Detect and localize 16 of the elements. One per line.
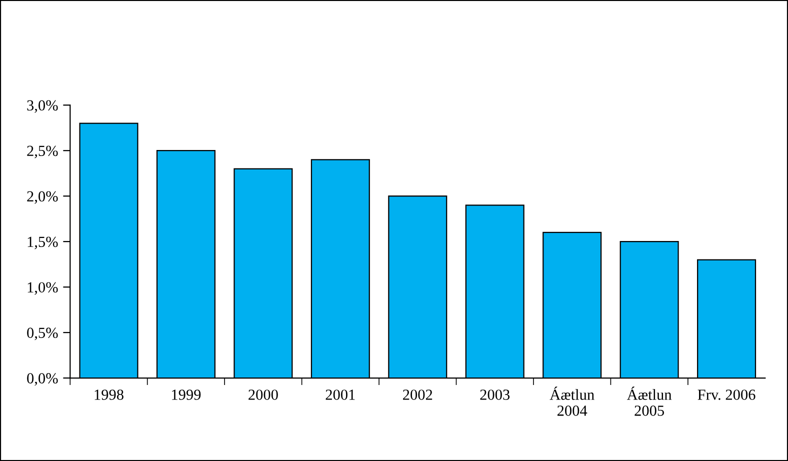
y-tick-label: 1,5% bbox=[28, 236, 58, 250]
x-tick-label: 1998 bbox=[94, 390, 124, 400]
x-tick-label: 2003 bbox=[480, 390, 510, 400]
y-tick-label: 0,0% bbox=[27, 373, 58, 386]
x-tick-label: Áætlun 2005 bbox=[626, 386, 672, 416]
y-tick-label: 3,0% bbox=[27, 100, 58, 113]
y-tick-label: 1,0% bbox=[28, 282, 58, 295]
x-tick-label: 1999 bbox=[172, 390, 201, 400]
y-tick-label: 2,5% bbox=[27, 146, 58, 158]
x-tick-label: Frv. 2006 bbox=[698, 390, 756, 400]
x-tick-label: Áætlun 2004 bbox=[550, 386, 594, 416]
x-tick-label: 2001 bbox=[326, 390, 355, 400]
y-tick-label: 0,5% bbox=[27, 328, 58, 340]
x-tick-label: 2002 bbox=[403, 390, 432, 400]
x-tick-label: 2000 bbox=[248, 390, 278, 400]
y-tick-label: 2,0% bbox=[27, 191, 58, 204]
